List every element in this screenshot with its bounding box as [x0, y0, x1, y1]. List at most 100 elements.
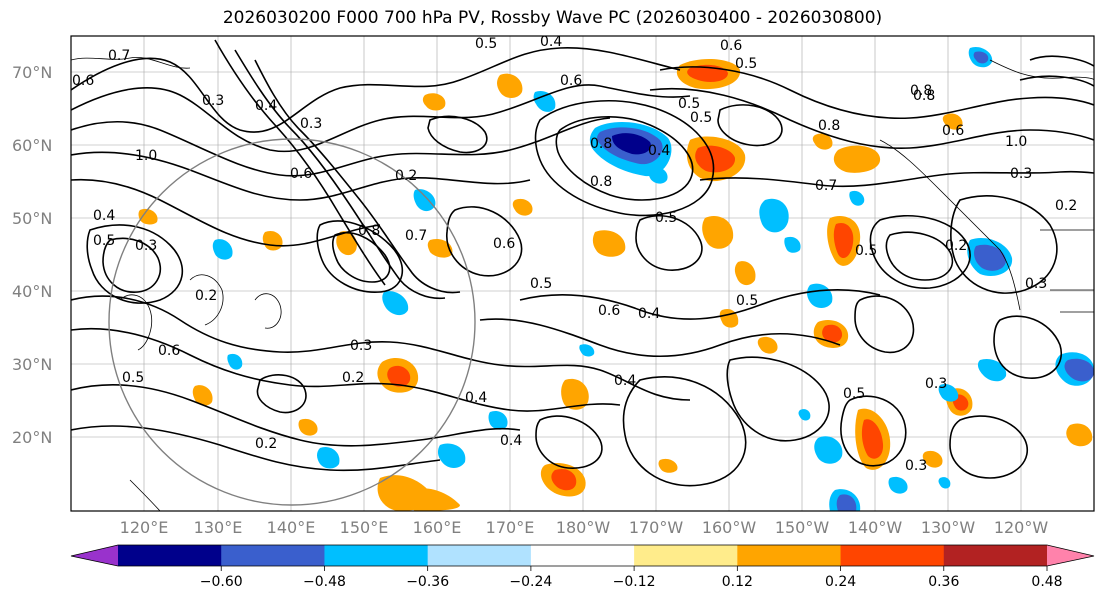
- colorbar-tick-label: 0.12: [722, 574, 753, 590]
- pv-contours: [71, 39, 1094, 487]
- colorbar-segment: [530, 545, 635, 566]
- contour-label: 0.8: [590, 174, 612, 190]
- contour-label: 0.7: [815, 178, 837, 194]
- contour-label: 0.3: [925, 376, 947, 392]
- contour-label: 0.8: [913, 88, 935, 104]
- colorbar-tick-label: −0.12: [613, 574, 656, 590]
- colorbar-tick-label: −0.48: [303, 574, 346, 590]
- contour-label: 0.3: [350, 338, 372, 354]
- contour-label: 0.7: [405, 228, 427, 244]
- map-content: [71, 36, 1094, 511]
- contour-label: 0.5: [843, 386, 865, 402]
- contour-label: 0.8: [818, 118, 840, 134]
- contour-label: 0.4: [500, 433, 522, 449]
- lat-label: 40°N: [12, 282, 52, 301]
- contour-label: 0.6: [942, 123, 964, 139]
- lat-label: 50°N: [12, 209, 52, 228]
- contour-label: 0.7: [108, 48, 130, 64]
- lat-label: 30°N: [12, 355, 52, 374]
- contour-label: 0.2: [945, 238, 967, 254]
- colorbar-tick-label: −0.36: [406, 574, 449, 590]
- contour-label: 0.5: [736, 293, 758, 309]
- contour-label: 0.6: [598, 303, 620, 319]
- coastlines: [71, 56, 1094, 511]
- colorbar-segment: [634, 545, 738, 566]
- contour-label: 0.8: [910, 83, 932, 99]
- contour-label: 0.5: [855, 243, 877, 259]
- lon-label: 120°E: [120, 518, 169, 537]
- reference-circle: [108, 138, 476, 506]
- contour-label: 0.2: [395, 168, 417, 184]
- contour-label: 0.2: [1055, 198, 1077, 214]
- colorbar-extend-max: [1047, 545, 1094, 566]
- colorbar-extend-min: [71, 545, 118, 566]
- colorbar-tick-label: 0.36: [928, 574, 959, 590]
- colorbar-segment: [840, 545, 945, 566]
- contour-label: 0.6: [493, 236, 515, 252]
- colorbar-segment: [118, 545, 222, 566]
- contour-label: 0.3: [905, 458, 927, 474]
- contour-label: 0.5: [530, 276, 552, 292]
- colorbar-tick-label: −0.24: [509, 574, 552, 590]
- lat-label: 60°N: [12, 136, 52, 155]
- colorbar: −0.60 −0.48 −0.36 −0.24 −0.12 0.12 0.24 0.36 0.4…: [70, 544, 1095, 590]
- colorbar-tick-label: −0.60: [200, 574, 243, 590]
- lon-label: 140°E: [267, 518, 316, 537]
- contour-label: 0.2: [195, 288, 217, 304]
- lon-label: 160°W: [702, 518, 757, 537]
- colorbar-segment: [737, 545, 842, 566]
- latitude-labels: 70°N 60°N 50°N 40°N 30°N 20°N: [12, 63, 52, 447]
- contour-label: 0.4: [638, 306, 660, 322]
- colorbar-tick-label: 0.48: [1031, 574, 1062, 590]
- contour-label: 0.5: [93, 233, 115, 249]
- contour-labels: 0.7 0.6 0.5 0.4 0.6 0.5 0.5 0.4 0.8 0.8 …: [72, 34, 1077, 474]
- lon-label: 150°E: [340, 518, 389, 537]
- contour-label: 0.2: [342, 370, 364, 386]
- contour-label: 0.5: [735, 56, 757, 72]
- lon-label: 130°W: [921, 518, 976, 537]
- lon-label: 130°E: [194, 518, 243, 537]
- lat-label: 20°N: [12, 428, 52, 447]
- colorbar-segments: [118, 545, 1048, 566]
- lat-label: 70°N: [12, 63, 52, 82]
- colorbar-segment: [221, 545, 325, 566]
- lon-label: 180°W: [556, 518, 611, 537]
- contour-label: 0.6: [290, 166, 312, 182]
- colorbar-segment: [943, 545, 1048, 566]
- longitude-labels: 120°E 130°E 140°E 150°E 160°E 170°E 180°…: [120, 518, 1049, 537]
- lon-label: 140°W: [848, 518, 903, 537]
- contour-label: 0.2: [255, 436, 277, 452]
- contour-label: 1.0: [135, 148, 157, 164]
- contour-label: 0.4: [614, 373, 636, 389]
- contour-label: 0.4: [648, 143, 670, 159]
- colorbar-outline: [70, 544, 1095, 567]
- contour-label: 0.8: [358, 223, 380, 239]
- graticule: [71, 36, 1094, 511]
- lon-label: 170°E: [486, 518, 535, 537]
- contour-label: 0.5: [690, 110, 712, 126]
- figure-title: 2026030200 F000 700 hPa PV, Rossby Wave …: [222, 8, 883, 28]
- colorbar-segment: [427, 545, 532, 566]
- contour-label: 0.6: [158, 343, 180, 359]
- lon-label: 170°W: [629, 518, 684, 537]
- contour-label: 0.3: [300, 116, 322, 132]
- contour-label: 0.6: [560, 73, 582, 89]
- negative-anomaly-shading: [212, 46, 1094, 511]
- contour-label: 0.5: [475, 36, 497, 52]
- lon-label: 150°W: [775, 518, 830, 537]
- contour-label: 0.8: [590, 136, 612, 152]
- lon-label: 160°E: [413, 518, 462, 537]
- contour-label: 0.6: [72, 73, 94, 89]
- contour-label: 0.4: [465, 390, 487, 406]
- contour-label: 0.4: [93, 208, 115, 224]
- contour-label: 0.3: [1010, 166, 1032, 182]
- colorbar-tick-label: 0.24: [825, 574, 856, 590]
- contour-label: 0.5: [678, 96, 700, 112]
- lon-label: 120°W: [994, 518, 1049, 537]
- map-background: [71, 36, 1094, 511]
- map-frame: [70, 35, 1095, 512]
- contour-label: 0.5: [122, 370, 144, 386]
- contour-label: 0.3: [1025, 276, 1047, 292]
- positive-anomaly-shading: [138, 58, 1093, 511]
